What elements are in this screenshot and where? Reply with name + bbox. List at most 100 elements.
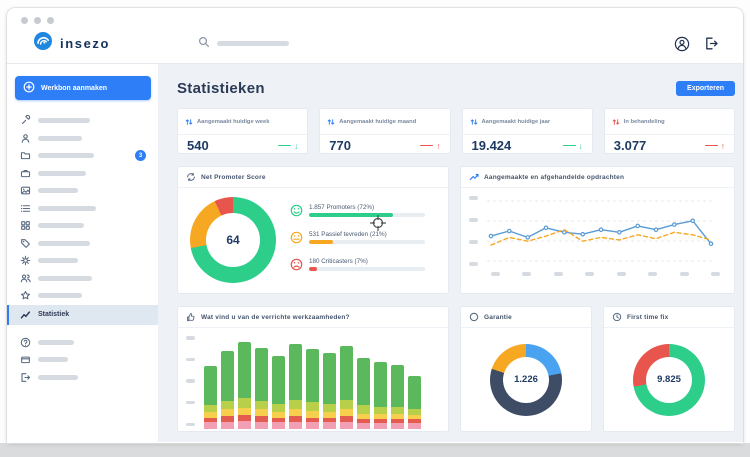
legend-bar-fill	[309, 240, 334, 244]
bar-segment	[272, 412, 285, 418]
stacked-bar	[255, 347, 268, 429]
axis-tick-redacted	[522, 272, 532, 276]
sidebar-item-label-redacted	[38, 275, 92, 281]
bar-segment	[306, 349, 319, 403]
logout-icon[interactable]	[704, 36, 719, 51]
sidebar-item-label-redacted	[38, 258, 78, 264]
stacked-bar	[357, 357, 370, 429]
box-icon	[19, 354, 31, 365]
brand-logo[interactable]: insezo	[33, 31, 110, 56]
axis-tick-redacted	[679, 272, 689, 276]
help-icon	[19, 337, 31, 348]
sidebar-item-label-redacted	[38, 339, 74, 345]
card-header: First time fix	[604, 307, 734, 328]
nps-card: Net Promoter Score 64 1.857 Promoters (7…	[177, 166, 449, 294]
stacked-bar	[221, 350, 234, 429]
window-control-dot[interactable]	[34, 17, 41, 24]
smile-face-icon	[290, 204, 303, 222]
sidebar-item-label-redacted	[38, 118, 90, 124]
sidebar-item[interactable]	[7, 165, 158, 183]
bar-segment	[204, 422, 217, 429]
orders-line-chart	[461, 188, 734, 293]
donut-chart: 9.825	[633, 343, 705, 416]
stat-card-header: Aangemaakt huidige jaar	[462, 109, 592, 135]
user-icon	[19, 133, 31, 144]
axis-tick-redacted	[186, 357, 195, 362]
bar-segment	[357, 413, 370, 420]
bar-segment	[357, 405, 370, 414]
sidebar-item[interactable]	[7, 200, 158, 218]
legend-item: 1.857 Promoters (72%)	[290, 204, 438, 222]
bar-segment	[374, 361, 387, 407]
bar-segment	[408, 415, 421, 420]
legend-bar-track	[309, 240, 425, 244]
sidebar-item[interactable]	[7, 235, 158, 253]
account-icon[interactable]	[674, 36, 690, 52]
bar-segment	[289, 416, 302, 422]
sidebar-item[interactable]	[7, 252, 158, 270]
donut-center-value: 64	[206, 212, 260, 267]
legend-content: 1.857 Promoters (72%)	[309, 203, 425, 217]
bar-segment	[340, 346, 353, 400]
sidebar-item[interactable]	[7, 287, 158, 305]
main-header-row: Statistieken Exporteren	[177, 78, 735, 98]
bar-segment	[357, 423, 370, 429]
search-bar[interactable]	[198, 35, 290, 53]
sidebar-item[interactable]	[7, 270, 158, 288]
sidebar-item[interactable]	[7, 217, 158, 235]
bar-segment	[374, 419, 387, 424]
sidebar-item[interactable]	[7, 369, 158, 387]
create-werkbon-button[interactable]: Werkbon aanmaken	[15, 76, 151, 100]
axis-tick-redacted	[469, 262, 478, 266]
bar-segment	[374, 406, 387, 414]
bar-segment	[340, 409, 353, 417]
bar-segment	[391, 364, 404, 407]
werkzaamheden-bar-chart-card: Wat vind u van de verrichte werkzaamhede…	[177, 306, 449, 432]
card-header: Garantie	[461, 307, 591, 328]
sidebar-item-label-redacted	[38, 374, 78, 380]
thumbs-up-icon	[186, 312, 196, 322]
bar-segment	[408, 419, 421, 424]
stacked-bar	[391, 364, 404, 429]
wrench-icon	[19, 115, 31, 126]
stat-card: Aangemaakt huidige maand 770 ↑	[319, 108, 451, 154]
window-control-dot[interactable]	[21, 17, 28, 24]
bar-segment	[238, 420, 251, 429]
axis-tick-redacted	[186, 400, 195, 405]
card-title: Aangemaakte en afgehandelde opdrachten	[484, 173, 625, 181]
bar-segment	[323, 412, 336, 418]
bar-segment	[289, 409, 302, 417]
logout-icon	[19, 372, 31, 383]
stat-card: Aangemaakt huidige week 540 ↓	[177, 108, 309, 154]
bar-segment	[289, 343, 302, 400]
sidebar-menu: 3	[7, 112, 158, 305]
sidebar-item[interactable]	[7, 351, 158, 369]
app-header: insezo	[7, 24, 743, 64]
bar-segment	[255, 347, 268, 402]
card-title: Net Promoter Score	[201, 173, 266, 181]
card-title: Garantie	[484, 313, 512, 321]
stat-card: In behandeling 3.077 ↑	[603, 108, 735, 154]
donut-center-value: 9.825	[646, 356, 692, 403]
cursor-crosshair-icon	[369, 214, 387, 236]
sidebar-item[interactable]	[7, 334, 158, 352]
stat-card-header: Aangemaakt huidige maand	[320, 109, 450, 135]
sidebar-item-label-redacted	[38, 170, 86, 176]
axis-tick-redacted	[186, 379, 195, 383]
sidebar-item[interactable]: 3	[7, 147, 158, 165]
sidebar-item[interactable]	[7, 130, 158, 148]
sort-arrows-icon	[470, 113, 478, 131]
stat-card-label: Aangemaakt huidige maand	[339, 119, 417, 125]
bar-segment	[272, 403, 285, 413]
sidebar-item-label-redacted	[38, 357, 68, 363]
sidebar-item[interactable]	[7, 112, 158, 130]
window-control-dot[interactable]	[47, 17, 54, 24]
card-header: Wat vind u van de verrichte werkzaamhede…	[178, 307, 448, 328]
sidebar-item[interactable]	[7, 182, 158, 200]
export-button[interactable]: Exporteren	[676, 80, 735, 96]
stacked-bar	[408, 375, 421, 429]
stacked-bar	[289, 343, 302, 429]
sidebar-item-statistiek[interactable]: Statistiek	[7, 304, 158, 325]
legend-label: 1.857 Promoters (72%)	[309, 203, 375, 211]
bar-segment	[323, 353, 336, 404]
